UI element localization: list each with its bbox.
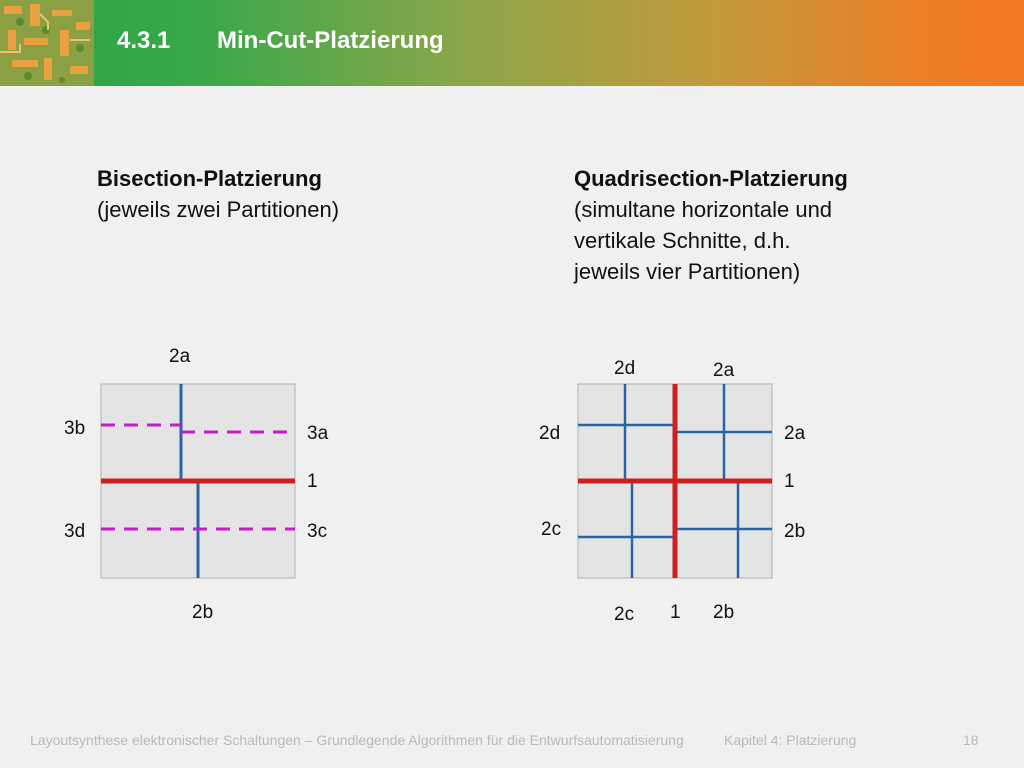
footer-course-title: Layoutsynthese elektronischer Schaltunge… (30, 732, 684, 748)
label-2b-bottom: 2b (713, 602, 734, 623)
label-3c: 3c (307, 521, 327, 542)
quadrisection-description-line: (simultane horizontale und (574, 197, 833, 222)
label-2b-right: 2b (784, 521, 805, 542)
label-1: 1 (307, 471, 318, 492)
label-2a-right: 2a (784, 423, 806, 444)
label-2c-bottom: 2c (614, 604, 634, 625)
footer-page-number: 18 (963, 732, 979, 748)
bisection-description: (jeweils zwei Partitionen) (97, 197, 340, 222)
label-2b: 2b (192, 602, 213, 623)
label-3b: 3b (64, 418, 85, 439)
label-2a: 2a (169, 346, 191, 367)
page-title: Min-Cut-Platzierung (217, 27, 444, 54)
quadrisection-heading: Quadrisection-Platzierung (574, 166, 848, 191)
label-2d-left: 2d (539, 423, 560, 444)
label-3a: 3a (307, 423, 329, 444)
label-1-bottom: 1 (670, 602, 681, 623)
bisection-heading-block: Bisection-Platzierung (jeweils zwei Part… (97, 163, 339, 225)
label-2d-top: 2d (614, 358, 635, 379)
quadrisection-heading-block: Quadrisection-Platzierung (simultane hor… (574, 163, 848, 287)
label-3d: 3d (64, 521, 85, 542)
circuit-board-logo (0, 0, 94, 86)
title-bar: 4.3.1 Min-Cut-Platzierung (0, 0, 1024, 86)
quadrisection-diagram: 2d 2a 2d 2c 2a 1 2b 2c 1 2b (539, 358, 806, 625)
bisection-heading: Bisection-Platzierung (97, 166, 322, 191)
label-2c-left: 2c (541, 519, 561, 540)
quadrisection-description-line: vertikale Schnitte, d.h. (574, 228, 791, 253)
section-number: 4.3.1 (117, 27, 171, 54)
label-2a-top: 2a (713, 360, 735, 381)
footer-chapter: Kapitel 4: Platzierung (724, 732, 857, 748)
quadrisection-description-line: jeweils vier Partitionen) (574, 259, 801, 284)
bisection-diagram: 2a 2b 3b 3d 3a 1 3c (64, 346, 329, 623)
label-1-right: 1 (784, 471, 795, 492)
